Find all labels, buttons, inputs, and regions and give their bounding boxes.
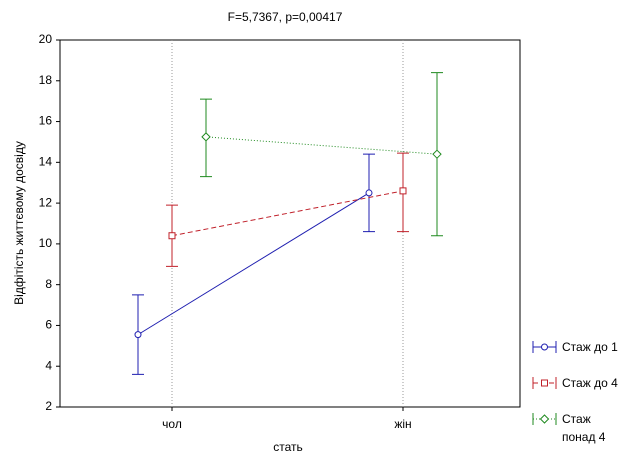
x-axis-label: стать: [273, 440, 303, 454]
y-tick-label: 2: [45, 399, 52, 413]
y-tick-label: 12: [39, 195, 53, 209]
y-axis-label: Відфітість життєвому досвіду: [12, 141, 26, 305]
y-tick-label: 4: [45, 358, 52, 372]
y-tick-label: 18: [39, 73, 53, 87]
y-tick-label: 10: [39, 236, 53, 250]
marker: [201, 132, 211, 142]
series-line: [137, 192, 370, 336]
marker: [365, 189, 373, 197]
marker: [134, 331, 142, 339]
chart-title: F=5,7367, p=0,00417: [228, 10, 343, 24]
y-tick-label: 14: [39, 155, 53, 169]
marker: [399, 187, 407, 195]
marker: [168, 232, 176, 240]
y-tick-label: 20: [39, 32, 53, 46]
series-line: [171, 190, 404, 237]
series-line: [205, 136, 438, 155]
legend-marker: [541, 343, 548, 351]
y-tick-label: 16: [39, 114, 53, 128]
legend-marker: [541, 379, 548, 387]
x-tick-label: жін: [394, 417, 411, 431]
y-tick-label: 8: [45, 277, 52, 291]
legend-label: Стаж до 4: [562, 376, 618, 390]
plot-frame: [59, 39, 521, 408]
y-tick-label: 6: [45, 318, 52, 332]
marker: [432, 149, 442, 159]
legend-label: Стаж до 1: [562, 340, 618, 354]
legend-marker: [539, 414, 550, 424]
x-tick-label: чол: [162, 417, 182, 431]
legend-label: Стаж понад 4: [562, 412, 606, 444]
